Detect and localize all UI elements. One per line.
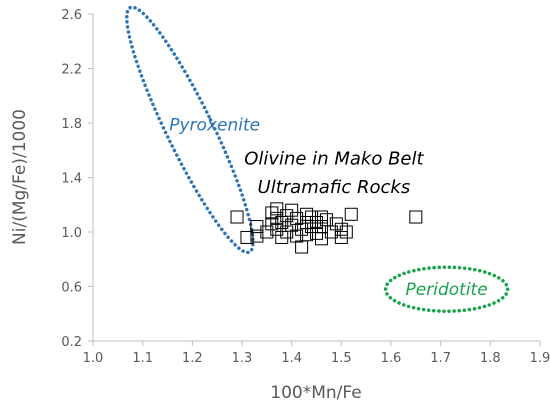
data-point	[290, 229, 304, 243]
data-point	[285, 218, 299, 232]
data-point	[290, 211, 304, 225]
data-point	[314, 232, 328, 246]
data-point	[305, 220, 319, 234]
data-point	[324, 225, 338, 239]
y-tick-label: 1.0	[61, 226, 82, 241]
data-point	[295, 240, 309, 254]
data-point	[310, 215, 323, 229]
annotation-label: Olivine in Mako Belt	[244, 148, 424, 169]
data-point	[265, 206, 279, 220]
data-point	[344, 207, 358, 221]
x-tick-label: 1.5	[331, 351, 352, 366]
data-point	[334, 222, 348, 236]
tick-labels: 1.0 1.1 1.2 1.3 1.4 1.5 1.6 1.7 1.8 1.9 0.2 0.6 1.0 1…	[61, 8, 550, 366]
annotations: Olivine in Mako Belt Ultramafic Rocks Pyro…	[169, 115, 487, 300]
annotation-label: Peridotite	[406, 280, 488, 300]
data-point	[334, 230, 348, 244]
data-point	[265, 217, 279, 231]
annotation-label: Pyroxenite	[169, 115, 260, 135]
data-point	[270, 222, 284, 236]
x-tick-label: 1.9	[530, 351, 550, 366]
data-point	[280, 225, 294, 239]
y-axis-title: Ni/(Mg/Fe)/1000	[10, 109, 30, 245]
data-point	[314, 210, 328, 224]
data-point	[270, 211, 284, 225]
y-tick-label: 2.6	[61, 8, 82, 23]
annotation-label: Ultramafic Rocks	[258, 177, 411, 198]
data-point	[409, 210, 423, 224]
data-point	[250, 229, 264, 243]
x-tick-label: 1.4	[281, 351, 302, 366]
x-tick-label: 1.0	[83, 351, 104, 366]
data-point	[230, 210, 244, 224]
x-tick-label: 1.7	[430, 351, 451, 366]
region-ellipse-pyroxenite	[124, 5, 255, 255]
data-point	[280, 209, 294, 223]
data-point	[285, 203, 299, 217]
x-tick-label: 1.1	[132, 351, 153, 366]
data-point	[310, 226, 323, 240]
data-point	[295, 222, 309, 236]
y-tick-label: 2.2	[61, 63, 82, 78]
region-ellipses	[124, 5, 510, 313]
x-tick-label: 1.3	[232, 351, 253, 366]
axes	[88, 13, 541, 346]
region-ellipse-peridotite	[383, 265, 510, 313]
x-tick-label: 1.2	[182, 351, 203, 366]
data-point	[300, 228, 314, 242]
y-tick-label: 0.2	[61, 335, 82, 350]
x-tick-label: 1.8	[480, 351, 501, 366]
data-point	[275, 215, 289, 229]
data-point	[275, 230, 289, 244]
x-tick-label: 1.6	[381, 351, 402, 366]
data-point	[240, 230, 254, 244]
data-point	[305, 210, 319, 224]
y-tick-label: 0.6	[61, 281, 82, 296]
data-point	[270, 202, 284, 216]
x-axis-title: 100*Mn/Fe	[270, 383, 361, 403]
data-point	[250, 220, 264, 234]
data-point	[339, 225, 353, 239]
data-point	[260, 225, 274, 239]
data-points	[230, 202, 423, 254]
y-tick-label: 1.8	[61, 117, 82, 132]
data-point	[329, 217, 343, 231]
y-tick-label: 1.4	[61, 172, 82, 187]
